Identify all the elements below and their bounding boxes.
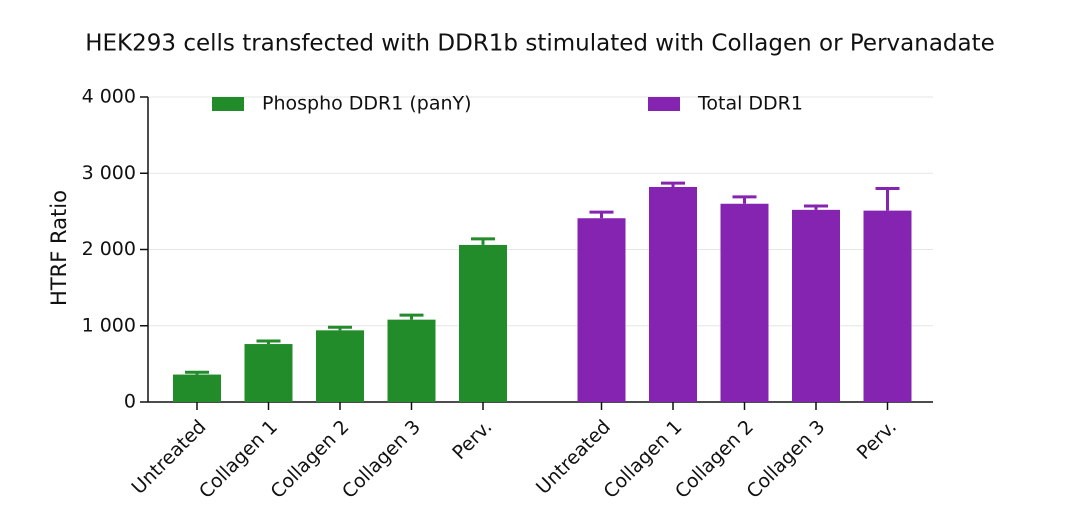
y-tick-label: 2 000 bbox=[82, 238, 136, 260]
error-bar bbox=[256, 339, 281, 345]
x-tick-label: Collagen 3 bbox=[742, 416, 829, 503]
bar bbox=[459, 244, 507, 402]
bar bbox=[792, 209, 840, 402]
error-bar bbox=[471, 237, 495, 245]
y-axis-label: HTRF Ratio bbox=[47, 190, 71, 306]
error-bar bbox=[185, 370, 209, 375]
x-tick-label: Collagen 3 bbox=[338, 416, 425, 503]
y-tick-label: 3 000 bbox=[82, 162, 136, 184]
x-tick-label: Perv. bbox=[853, 416, 901, 464]
bar bbox=[649, 186, 697, 402]
bar bbox=[720, 203, 769, 402]
error-bar bbox=[399, 313, 424, 320]
error-bar bbox=[875, 187, 900, 211]
legend-label: Phospho DDR1 (panY) bbox=[262, 93, 472, 115]
error-bar bbox=[589, 210, 614, 219]
bar bbox=[577, 218, 626, 402]
bar bbox=[387, 319, 436, 402]
error-bar bbox=[804, 204, 828, 210]
y-tick-label: 0 bbox=[124, 391, 136, 413]
y-tick-label: 1 000 bbox=[82, 314, 136, 336]
legend-label: Total DDR1 bbox=[697, 93, 803, 115]
chart-title: HEK293 cells transfected with DDR1b stim… bbox=[85, 31, 995, 57]
bar bbox=[316, 330, 364, 402]
bar bbox=[173, 374, 221, 402]
x-tick-label: Perv. bbox=[448, 416, 496, 464]
legend-swatch bbox=[212, 97, 244, 111]
bar bbox=[863, 210, 912, 402]
bar bbox=[244, 344, 293, 402]
legend-swatch bbox=[648, 97, 680, 111]
error-bar bbox=[661, 181, 685, 187]
error-bar bbox=[328, 325, 352, 331]
y-tick-label: 4 000 bbox=[82, 86, 136, 108]
error-bar bbox=[732, 195, 757, 204]
